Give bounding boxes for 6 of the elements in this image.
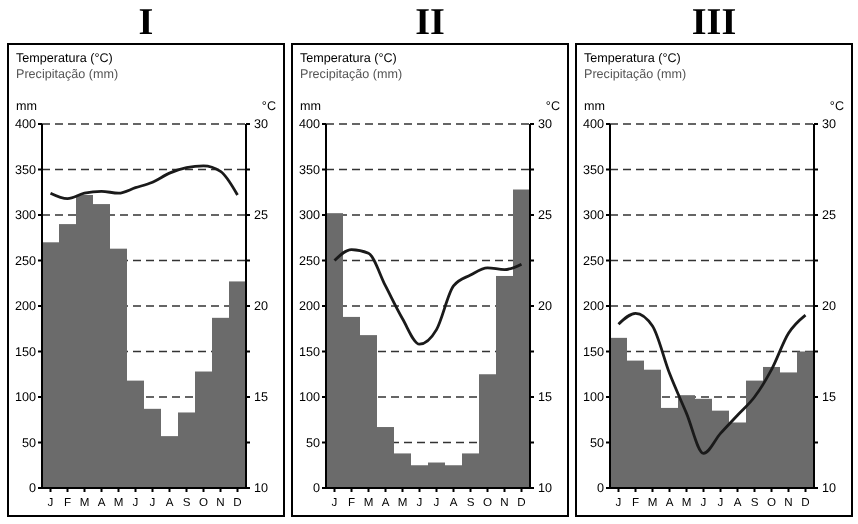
- line-series: [49, 164, 239, 201]
- line-series: [617, 311, 807, 455]
- chart-title: I: [138, 2, 154, 44]
- chart-title: II: [415, 2, 445, 44]
- line-series: [333, 248, 523, 346]
- chart-title: III: [691, 2, 737, 44]
